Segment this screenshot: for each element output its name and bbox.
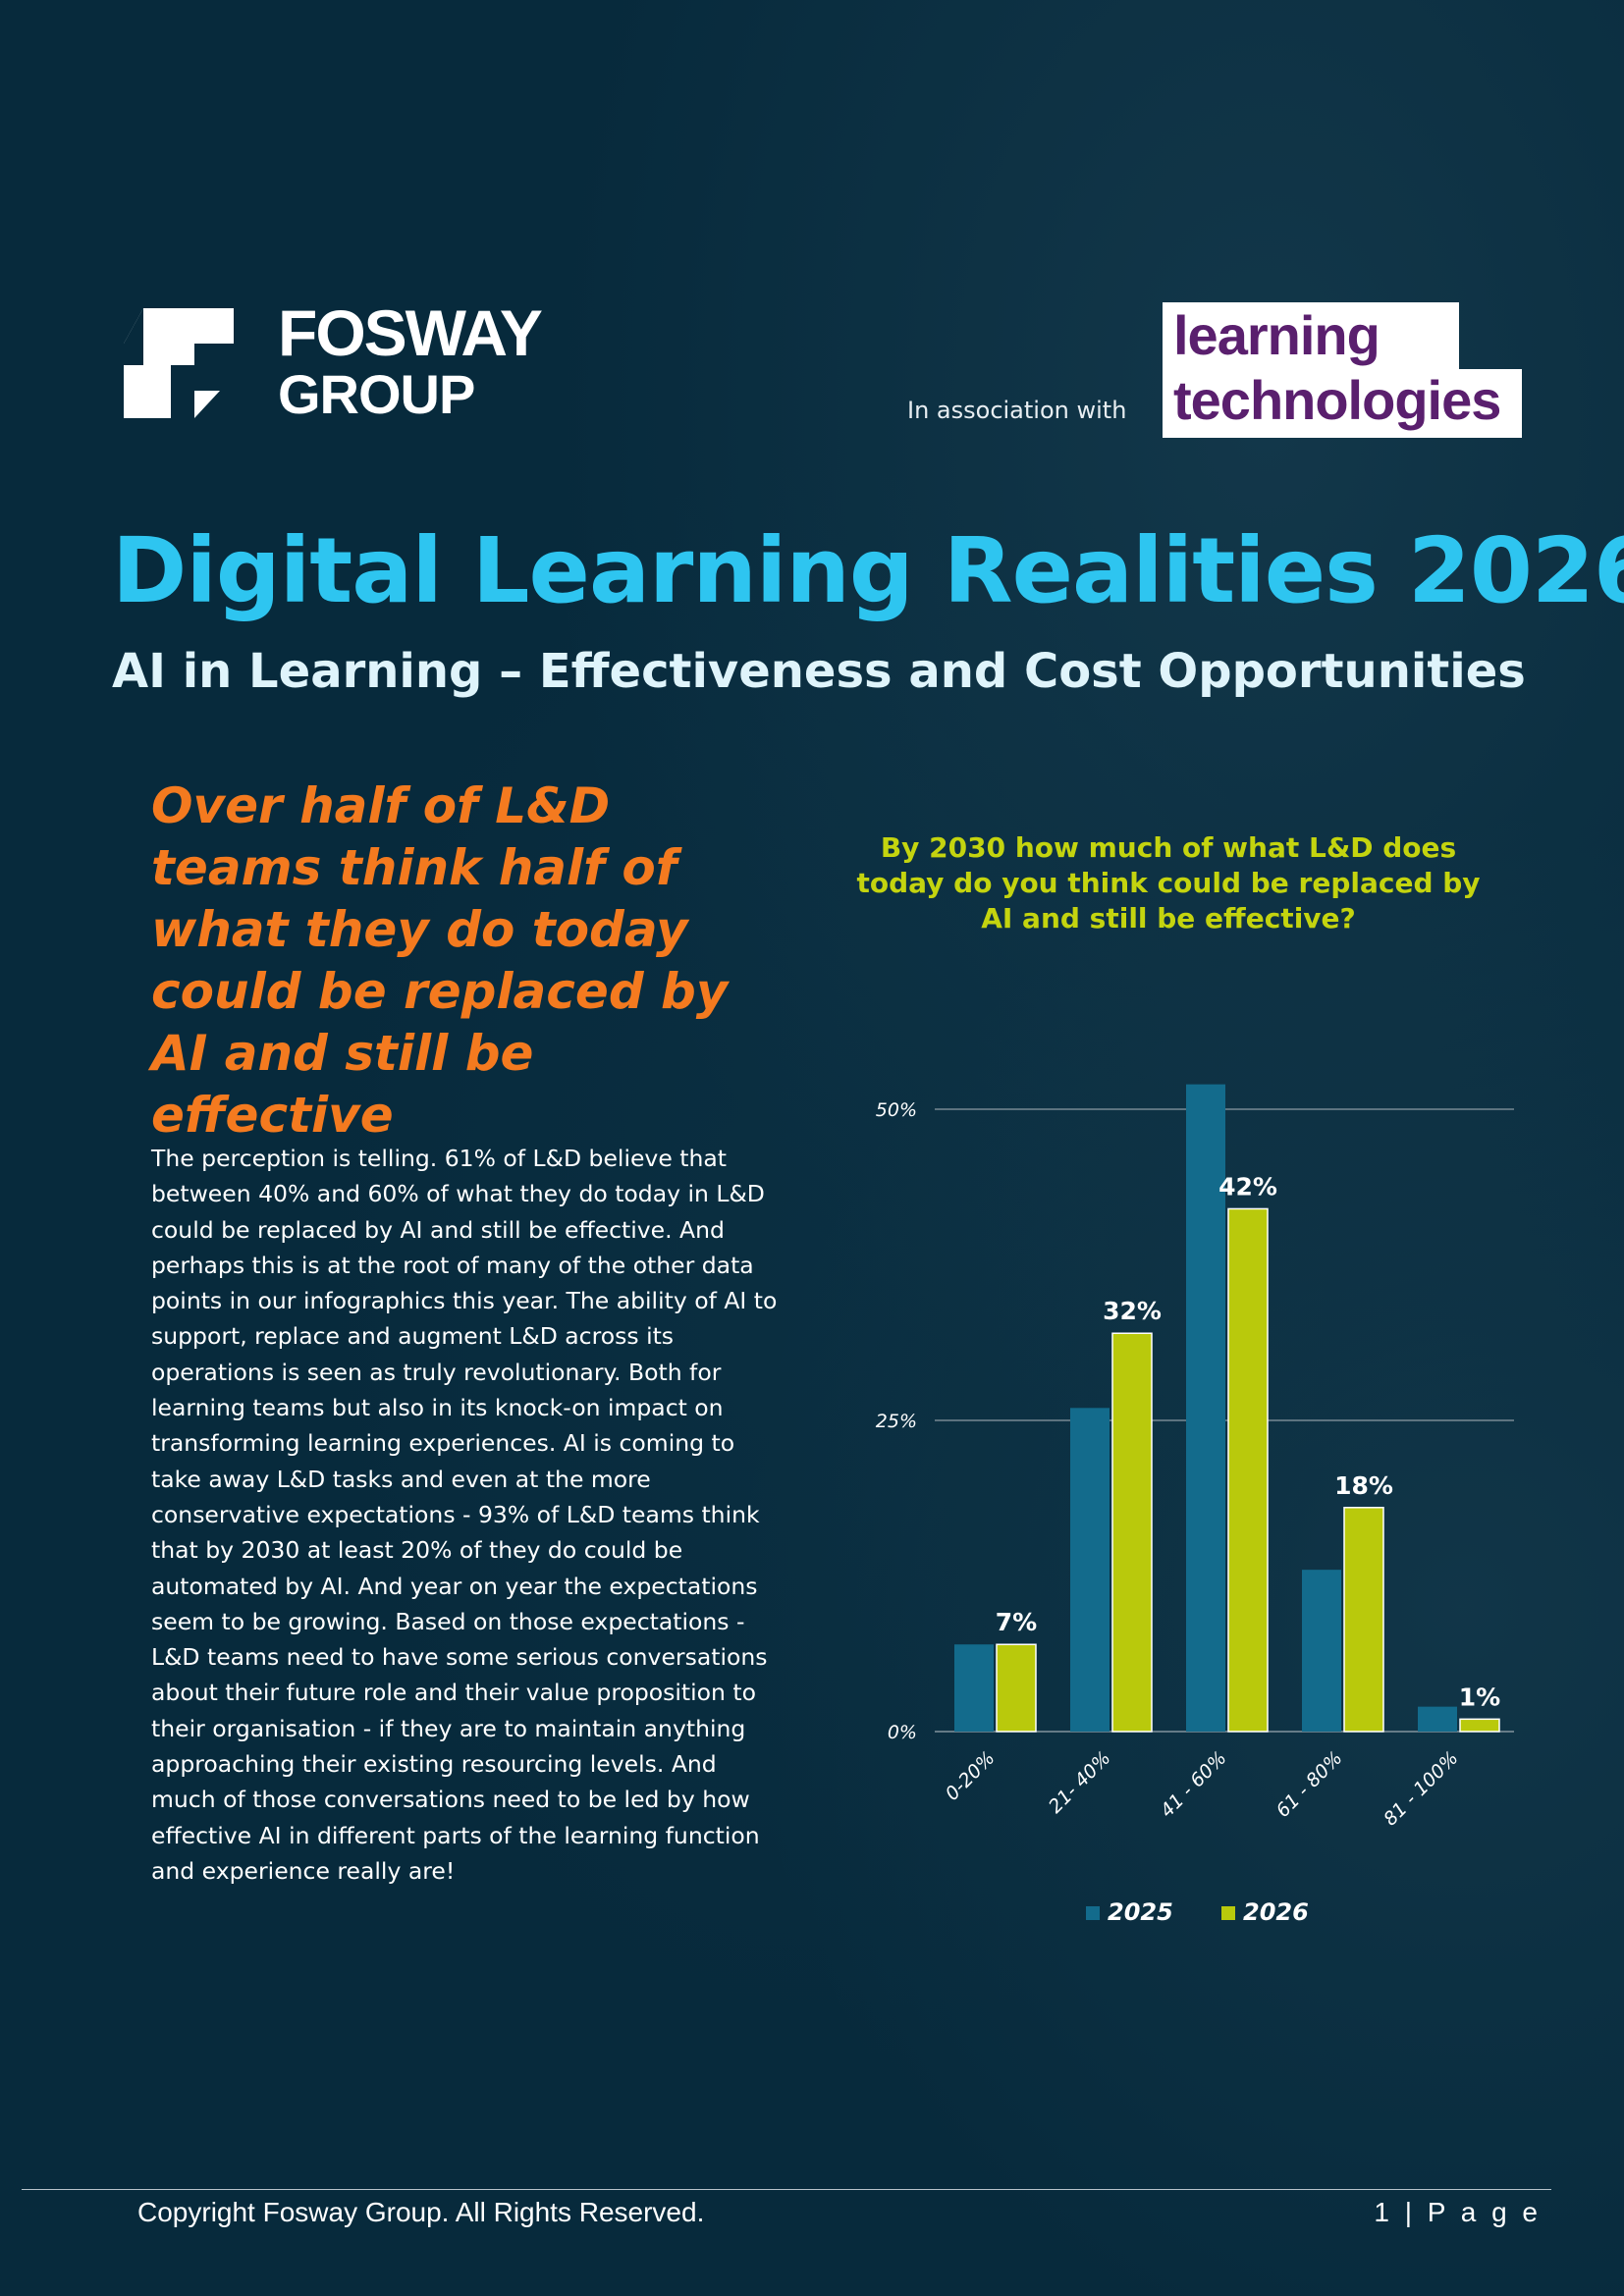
association-text: In association with bbox=[907, 397, 1127, 424]
data-label: 18% bbox=[1334, 1471, 1393, 1500]
headline: Over half of L&D teams think half of wha… bbox=[151, 777, 729, 1144]
legend-swatch-2025 bbox=[1086, 1906, 1100, 1920]
footer-copyright: Copyright Fosway Group. All Rights Reser… bbox=[137, 2197, 705, 2227]
x-tick-label: 21- 40% bbox=[1045, 1747, 1115, 1818]
logo-line1: FOSWAY bbox=[278, 296, 543, 369]
legend-swatch-2026 bbox=[1221, 1906, 1235, 1920]
fosway-logo-icon bbox=[124, 308, 234, 418]
data-label: 32% bbox=[1103, 1297, 1162, 1325]
data-label: 1% bbox=[1459, 1682, 1500, 1711]
x-tick-label: 81 - 100% bbox=[1380, 1747, 1462, 1830]
bar-2025-4 bbox=[1418, 1706, 1457, 1732]
bar-2025-0 bbox=[954, 1644, 994, 1732]
footer-page-number: 1 | P a g e bbox=[1374, 2197, 1542, 2227]
logo-line2: GROUP bbox=[278, 363, 475, 425]
y-tick-label: 50% bbox=[876, 1099, 917, 1121]
legend-label-2026: 2026 bbox=[1243, 1898, 1309, 1926]
fosway-logo: FOSWAY GROUP bbox=[124, 300, 546, 428]
bar-chart: 0% 25% 50% 7% 0-20% 32% 21- 40% 42% 41 - 60% 18% 6… bbox=[876, 1084, 1514, 1926]
page-title: Digital Learning Realities 2026 bbox=[112, 518, 1624, 623]
bar-2026-0 bbox=[996, 1643, 1037, 1733]
learning-technologies-logo: learning technologies bbox=[1163, 302, 1522, 438]
x-tick-label: 0-20% bbox=[942, 1747, 1000, 1805]
partner-logo-line1: learning bbox=[1173, 304, 1380, 366]
data-label: 42% bbox=[1218, 1172, 1277, 1201]
x-tick-label: 61 - 80% bbox=[1272, 1747, 1347, 1822]
bar-2025-2 bbox=[1186, 1084, 1225, 1732]
page-subtitle: AI in Learning – Effectiveness and Cost … bbox=[112, 644, 1526, 699]
chart-question: By 2030 how much of what L&D does today … bbox=[856, 831, 1481, 934]
bar-2025-3 bbox=[1302, 1570, 1341, 1732]
footer-divider bbox=[22, 2189, 1551, 2190]
y-tick-label: 0% bbox=[888, 1722, 917, 1743]
y-tick-label: 25% bbox=[876, 1411, 917, 1432]
legend-label-2025: 2025 bbox=[1108, 1898, 1173, 1926]
bar-2025-1 bbox=[1070, 1408, 1110, 1732]
body-text: The perception is telling. 61% of L&D be… bbox=[151, 1145, 778, 1885]
partner-logo-line2: technologies bbox=[1173, 369, 1501, 431]
data-label: 7% bbox=[996, 1608, 1037, 1636]
bar-2026-2 bbox=[1227, 1207, 1269, 1733]
x-tick-label: 41 - 60% bbox=[1157, 1747, 1231, 1822]
fosway-logo-text: FOSWAY GROUP bbox=[278, 296, 543, 425]
bar-2026-3 bbox=[1343, 1507, 1384, 1733]
bar-2026-4 bbox=[1459, 1718, 1500, 1733]
bar-2026-1 bbox=[1111, 1332, 1153, 1733]
